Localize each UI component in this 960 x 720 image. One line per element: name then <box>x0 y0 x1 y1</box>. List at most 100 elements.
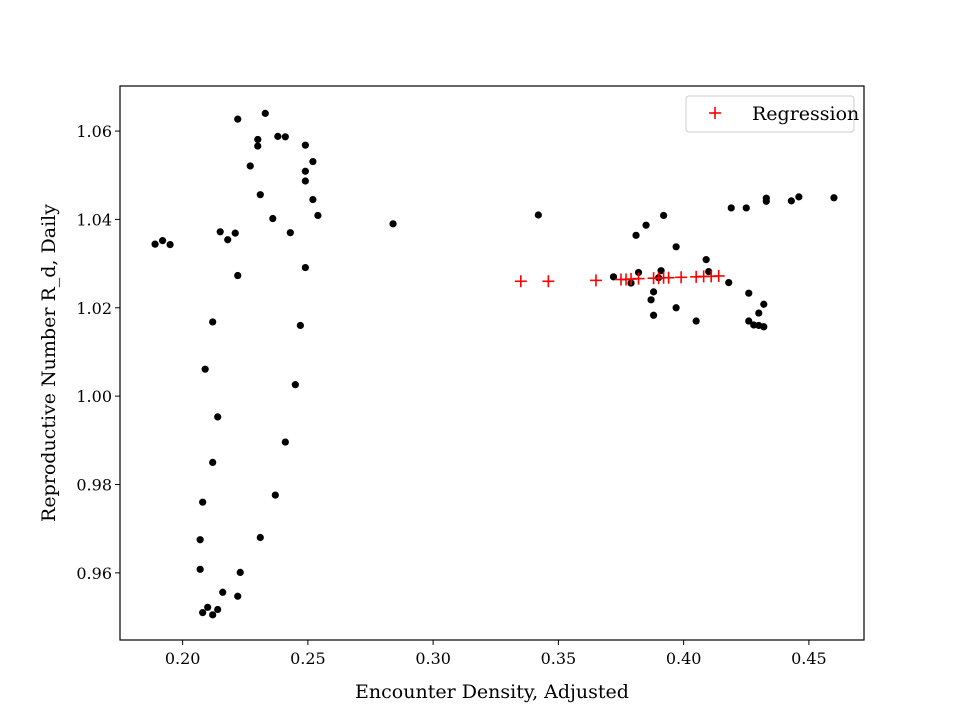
data-point <box>286 229 294 237</box>
data-point <box>204 603 212 611</box>
regression-point <box>632 272 645 285</box>
x-tick-label: 0.25 <box>290 649 326 668</box>
legend-plus-marker <box>709 107 721 119</box>
x-axis-ticks: 0.20 0.25 0.30 0.35 0.40 0.45 <box>165 640 827 668</box>
data-point <box>196 565 204 573</box>
x-tick-label: 0.35 <box>541 649 577 668</box>
data-point <box>649 311 658 319</box>
data-point <box>209 611 217 619</box>
plot-frame <box>119 85 865 641</box>
y-tick-label: 1.02 <box>76 299 112 318</box>
legend: Regression <box>685 95 859 133</box>
data-point <box>246 162 254 170</box>
y-tick-label: 0.98 <box>76 475 112 494</box>
data-point <box>291 381 299 389</box>
data-point <box>830 194 838 202</box>
data-point <box>534 211 542 219</box>
data-point <box>234 592 242 600</box>
data-point <box>199 498 207 506</box>
y-tick-label: 1.00 <box>76 387 112 406</box>
data-point <box>231 229 239 237</box>
data-point <box>214 413 222 421</box>
data-point <box>296 321 304 330</box>
data-point <box>281 133 289 141</box>
data-point <box>672 243 680 251</box>
data-point <box>727 204 735 212</box>
regression-point <box>662 271 675 284</box>
data-point <box>634 268 643 277</box>
y-tick-label: 1.06 <box>76 122 112 141</box>
data-point <box>642 221 650 229</box>
data-point <box>256 533 264 542</box>
y-tick-label: 0.96 <box>76 564 112 583</box>
chart-marks <box>151 109 838 619</box>
data-point <box>256 191 264 199</box>
data-point <box>301 167 309 175</box>
data-point <box>745 289 753 297</box>
data-point <box>234 115 242 123</box>
data-point <box>762 197 770 205</box>
data-point <box>199 609 207 617</box>
data-point <box>151 240 159 248</box>
data-point <box>209 458 217 467</box>
data-point <box>236 568 244 577</box>
data-point <box>742 204 750 212</box>
regression-point <box>514 275 527 288</box>
regression-point <box>542 275 555 288</box>
data-point <box>216 228 224 236</box>
data-point <box>659 211 668 220</box>
data-point <box>254 142 262 150</box>
data-point <box>219 588 227 596</box>
x-tick-label: 0.30 <box>415 649 451 668</box>
legend-box <box>685 95 855 133</box>
data-point <box>224 236 232 244</box>
data-point <box>301 141 309 149</box>
data-point <box>609 273 618 281</box>
data-point <box>632 231 640 239</box>
data-point <box>271 491 279 499</box>
data-point <box>234 271 242 280</box>
x-axis-label: Encounter Density, Adjusted <box>355 681 629 703</box>
data-point <box>795 193 803 201</box>
data-point <box>647 296 655 304</box>
data-point <box>745 317 753 325</box>
data-point <box>309 195 317 204</box>
data-point <box>760 323 768 331</box>
data-point <box>692 317 700 325</box>
data-point <box>649 288 658 296</box>
y-axis-ticks: 0.96 0.98 1.00 1.02 1.04 1.06 <box>76 122 120 583</box>
data-point <box>281 438 289 446</box>
data-point <box>314 211 322 220</box>
data-point <box>201 365 209 373</box>
data-point <box>196 536 204 544</box>
regression-point <box>712 269 725 282</box>
data-point <box>309 157 317 166</box>
data-point <box>158 237 167 245</box>
y-axis-label: Reproductive Number R_d, Daily <box>38 204 60 522</box>
data-point <box>301 177 309 185</box>
x-tick-label: 0.45 <box>791 649 827 668</box>
x-tick-label: 0.20 <box>165 649 201 668</box>
x-tick-label: 0.40 <box>666 649 702 668</box>
data-point <box>725 278 733 287</box>
data-point <box>209 318 217 326</box>
data-point <box>261 109 269 117</box>
data-point <box>389 220 397 228</box>
y-tick-label: 1.04 <box>76 210 112 229</box>
data-point <box>269 214 277 223</box>
regression-point <box>589 274 602 287</box>
data-point <box>214 605 222 614</box>
data-point <box>672 304 680 312</box>
data-point <box>166 241 174 249</box>
data-point <box>254 135 262 144</box>
data-point <box>274 132 282 140</box>
data-point <box>702 256 710 264</box>
data-point <box>755 309 763 317</box>
legend-label-regression: Regression <box>752 103 859 125</box>
data-point <box>787 197 795 205</box>
data-point <box>760 300 768 308</box>
data-point <box>301 263 309 272</box>
legend-plus-icon <box>709 107 721 119</box>
regression-point <box>675 271 688 284</box>
